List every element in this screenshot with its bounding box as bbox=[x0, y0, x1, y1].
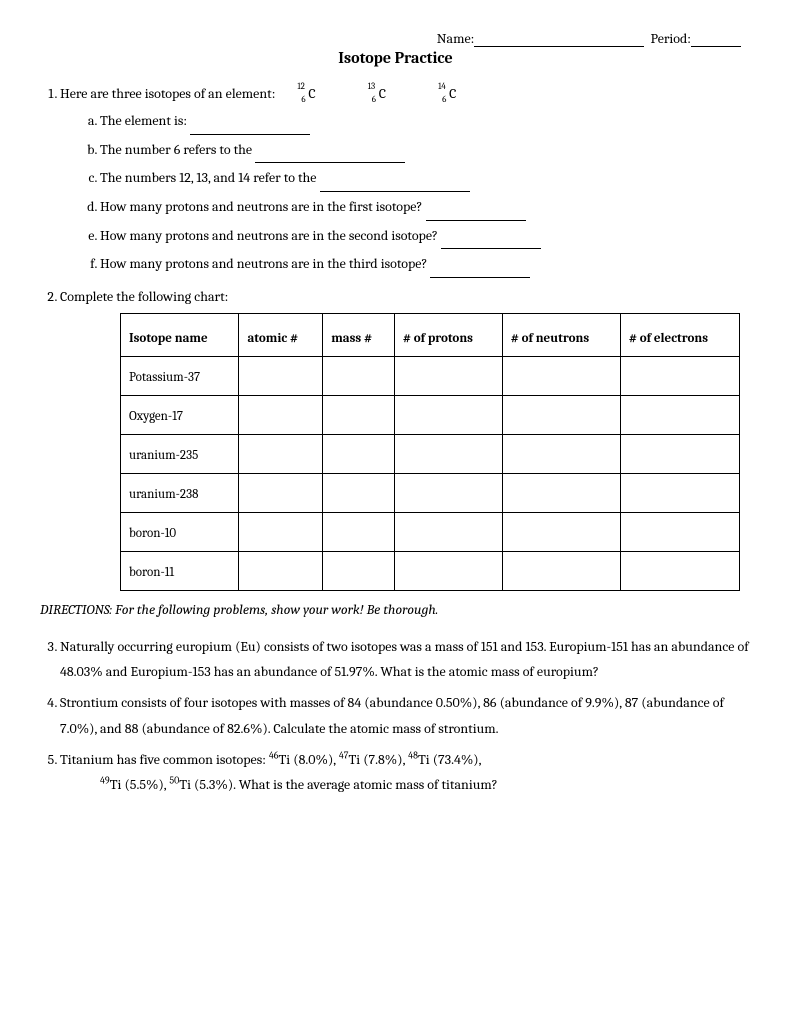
q4-text: Strontium consists of four isotopes with… bbox=[60, 694, 724, 736]
q1f: How many protons and neutrons are in the… bbox=[100, 251, 751, 278]
table-row: uranium-238 bbox=[121, 473, 740, 512]
q3: Naturally occurring europium (Eu) consis… bbox=[60, 634, 751, 684]
header-line: Name: Period: bbox=[40, 30, 751, 47]
name-blank bbox=[474, 46, 644, 47]
isotope-1: 12 6 C bbox=[308, 81, 315, 106]
page-title: Isotope Practice bbox=[40, 49, 751, 67]
directions-text: DIRECTIONS: For the following problems, … bbox=[40, 601, 751, 618]
period-blank bbox=[691, 46, 741, 47]
table-row: Potassium-37 bbox=[121, 356, 740, 395]
question-list-2: Naturally occurring europium (Eu) consis… bbox=[40, 634, 751, 797]
col-protons: # of protons bbox=[394, 313, 502, 356]
q1e: How many protons and neutrons are in the… bbox=[100, 223, 751, 250]
q1a: The element is: bbox=[100, 108, 751, 135]
q1-intro: Here are three isotopes of an element: bbox=[60, 85, 275, 102]
q2-intro: Complete the following chart: bbox=[60, 288, 228, 305]
col-neutrons: # of neutrons bbox=[502, 313, 620, 356]
col-isotope-name: Isotope name bbox=[121, 313, 239, 356]
q3-text: Naturally occurring europium (Eu) consis… bbox=[60, 638, 749, 680]
col-mass: mass # bbox=[323, 313, 395, 356]
isotope-chart: Isotope name atomic # mass # # of proton… bbox=[120, 313, 740, 591]
isotope-2: 13 6 C bbox=[379, 81, 386, 106]
col-electrons: # of electrons bbox=[620, 313, 739, 356]
table-row: uranium-235 bbox=[121, 434, 740, 473]
chart-header-row: Isotope name atomic # mass # # of proton… bbox=[121, 313, 740, 356]
period-label: Period: bbox=[651, 30, 692, 47]
q1: Here are three isotopes of an element: 1… bbox=[60, 81, 751, 278]
q1-subparts: The element is: The number 6 refers to t… bbox=[60, 108, 751, 278]
q1b: The number 6 refers to the bbox=[100, 137, 751, 164]
table-row: Oxygen-17 bbox=[121, 395, 740, 434]
q1d: How many protons and neutrons are in the… bbox=[100, 194, 751, 221]
q4: Strontium consists of four isotopes with… bbox=[60, 690, 751, 740]
isotope-3: 14 6 C bbox=[449, 81, 456, 106]
table-row: boron-10 bbox=[121, 512, 740, 551]
table-row: boron-11 bbox=[121, 551, 740, 590]
q1c: The numbers 12, 13, and 14 refer to the bbox=[100, 165, 751, 192]
q2: Complete the following chart: Isotope na… bbox=[60, 284, 751, 591]
q5: Titanium has five common isotopes: 46Ti … bbox=[60, 747, 751, 797]
q5-intro: Titanium has five common isotopes: bbox=[60, 751, 269, 768]
question-list: Here are three isotopes of an element: 1… bbox=[40, 81, 751, 591]
name-label: Name: bbox=[437, 30, 475, 47]
col-atomic: atomic # bbox=[239, 313, 323, 356]
